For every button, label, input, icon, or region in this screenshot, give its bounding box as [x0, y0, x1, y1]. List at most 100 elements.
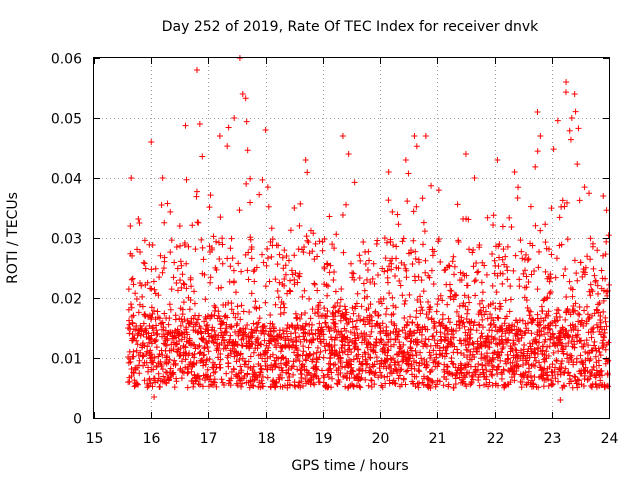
data-point [355, 351, 362, 358]
data-point [282, 262, 289, 269]
y-tick-label: 0 [73, 412, 82, 428]
data-point [507, 283, 514, 290]
data-point [524, 257, 531, 264]
data-point [264, 245, 271, 252]
data-point [563, 79, 570, 85]
data-point [339, 310, 346, 317]
data-point [450, 253, 457, 260]
data-point [286, 287, 293, 294]
data-point [401, 261, 408, 268]
data-point [188, 283, 195, 290]
data-point [173, 243, 180, 250]
data-point [522, 251, 529, 258]
data-point [148, 266, 155, 273]
data-point [537, 227, 544, 234]
data-point [281, 309, 288, 316]
data-point [247, 175, 254, 182]
data-point [337, 369, 344, 376]
data-point [225, 363, 232, 370]
data-point [592, 381, 599, 388]
data-point [587, 355, 594, 362]
data-point [238, 302, 245, 309]
data-point [581, 372, 588, 379]
data-point [413, 373, 420, 380]
data-point [378, 337, 385, 344]
data-point [496, 306, 503, 313]
data-point [437, 258, 444, 265]
data-point [209, 324, 216, 331]
data-point [149, 324, 156, 331]
data-point [311, 280, 318, 287]
data-point [587, 256, 594, 263]
data-point [321, 236, 328, 243]
data-point [512, 252, 519, 259]
data-point [322, 312, 329, 319]
data-point [167, 208, 174, 215]
data-point [316, 354, 323, 361]
data-point [233, 341, 240, 348]
data-point [482, 362, 489, 369]
chart-title: Day 252 of 2019, Rate Of TEC Index for r… [162, 19, 539, 35]
data-point [215, 308, 222, 315]
data-point [446, 319, 453, 326]
data-point [339, 363, 346, 370]
data-point [515, 363, 522, 370]
data-point [458, 277, 465, 284]
data-point [142, 313, 149, 320]
data-point [484, 315, 491, 322]
data-point [334, 299, 341, 306]
data-point [381, 235, 388, 242]
data-point [549, 330, 556, 337]
data-point [548, 381, 555, 388]
data-point [163, 342, 170, 349]
data-point [562, 316, 569, 323]
data-point [449, 258, 456, 265]
data-point [200, 335, 207, 342]
data-point [190, 315, 197, 322]
data-point [259, 355, 266, 362]
data-point [313, 349, 320, 356]
data-point [128, 373, 135, 380]
data-point [589, 243, 596, 250]
data-point [181, 241, 188, 248]
data-point [134, 381, 141, 388]
data-point [204, 344, 211, 351]
data-point [242, 95, 249, 102]
data-point [418, 355, 425, 362]
data-point [371, 381, 378, 388]
data-point [478, 279, 485, 286]
data-point [588, 334, 595, 341]
data-point [279, 254, 286, 261]
data-point [417, 293, 424, 300]
grid [94, 58, 609, 418]
data-point [382, 255, 389, 262]
data-point [129, 320, 136, 327]
data-point [213, 266, 220, 273]
data-point [200, 352, 207, 359]
data-point [578, 317, 585, 324]
data-point [302, 375, 309, 382]
data-point [581, 184, 588, 191]
data-point [367, 367, 374, 374]
data-point [447, 295, 454, 302]
data-point [167, 306, 174, 313]
data-point [219, 241, 226, 248]
data-point [430, 280, 437, 287]
data-point [291, 349, 298, 356]
data-point [528, 377, 535, 384]
data-point [597, 352, 604, 359]
data-point [330, 361, 337, 368]
data-point [233, 322, 240, 329]
data-point [550, 381, 557, 388]
data-point [263, 262, 270, 269]
data-point [156, 383, 163, 390]
data-point [464, 310, 471, 317]
data-point [388, 260, 395, 267]
data-point [403, 274, 410, 281]
data-point [368, 323, 375, 330]
data-point [521, 342, 528, 349]
data-point [397, 366, 404, 373]
data-point [463, 383, 470, 390]
data-point [581, 367, 588, 374]
data-point [475, 361, 482, 368]
